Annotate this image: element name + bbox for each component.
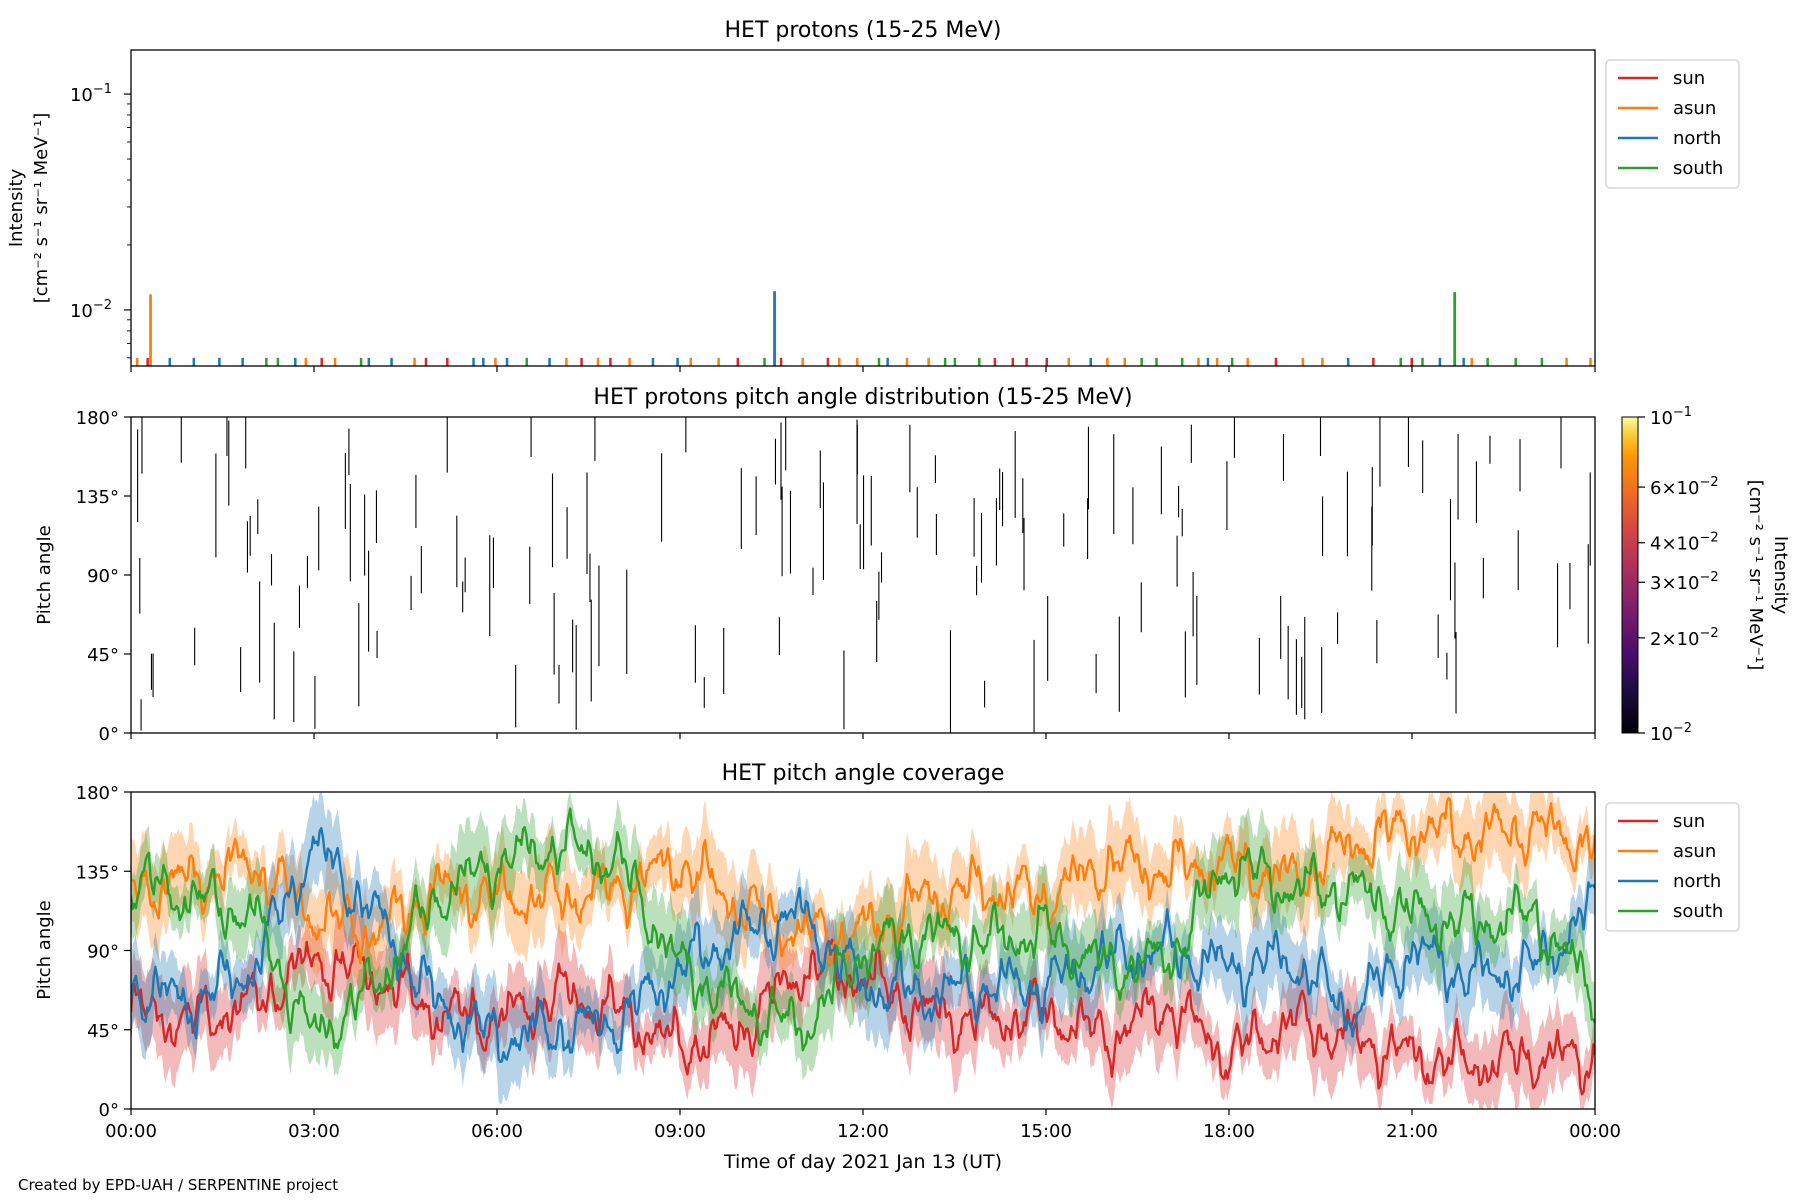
panel1-ylabel: Intensity [cm⁻² s⁻¹ sr⁻¹ MeV⁻¹] bbox=[6, 113, 52, 304]
y-tick-label: 45° bbox=[87, 645, 119, 666]
colorbar-label-line2: [cm⁻² s⁻¹ sr⁻¹ MeV⁻¹] bbox=[1745, 480, 1766, 671]
panel1-frame bbox=[130, 49, 1596, 367]
panel1-x-axis bbox=[130, 366, 1596, 372]
panel3-y-axis: 0° 45° 90° 135° 180° bbox=[76, 783, 131, 1121]
panel3-x-axis: 00:00 03:00 06:00 09:00 12:00 15:00 18:00 21:00… bbox=[105, 1109, 1621, 1142]
colorbar-tick-label: 3×10−2 bbox=[1650, 570, 1719, 594]
coverage-band-sun bbox=[131, 900, 1595, 1109]
x-tick-label: 03:00 bbox=[288, 1121, 340, 1142]
panel3-legend: sun asun north south bbox=[1605, 802, 1740, 932]
panel2-ylabel: Pitch angle bbox=[34, 525, 55, 624]
panel1-y-axis: 10−1 10−2 bbox=[70, 82, 131, 359]
panel-pitch-distribution: HET protons pitch angle distribution (15… bbox=[34, 385, 1791, 745]
colorbar-tick-label: 4×10−2 bbox=[1650, 531, 1719, 555]
y-tick-label: 90° bbox=[87, 566, 119, 587]
x-tick-label: 00:00 bbox=[1569, 1121, 1621, 1142]
panel2-frame bbox=[130, 416, 1596, 734]
y-tick-label: 10−2 bbox=[70, 298, 112, 322]
x-tick-label: 15:00 bbox=[1020, 1121, 1072, 1142]
panel3-legend-box bbox=[1605, 802, 1740, 932]
panel1-title: HET protons (15-25 MeV) bbox=[725, 18, 1002, 43]
colorbar-tick-label: 2×10−2 bbox=[1650, 626, 1719, 650]
colorbar-tick-label: 6×10−2 bbox=[1650, 475, 1719, 499]
legend-label-north: north bbox=[1673, 871, 1721, 892]
panel1-spikes bbox=[135, 291, 1592, 366]
panel2-x-axis bbox=[130, 733, 1596, 739]
legend-label-sun: sun bbox=[1673, 811, 1705, 832]
colorbar-gradient bbox=[1621, 416, 1639, 734]
panel-pitch-coverage: HET pitch angle coverage Pitch angle 0° 4… bbox=[34, 761, 1740, 1142]
colorbar-label-line1: Intensity bbox=[1770, 536, 1791, 615]
legend-label-south: south bbox=[1673, 901, 1723, 922]
coverage-line-asun bbox=[131, 796, 1595, 965]
legend-label-south: south bbox=[1673, 158, 1723, 179]
y-tick-label: 0° bbox=[99, 724, 119, 745]
coverage-line-south bbox=[131, 807, 1595, 1052]
y-tick-label: 135° bbox=[76, 862, 119, 883]
legend-label-asun: asun bbox=[1673, 98, 1716, 119]
x-tick-label: 00:00 bbox=[105, 1121, 157, 1142]
coverage-line-north bbox=[131, 827, 1595, 1064]
panel1-legend: sun asun north south bbox=[1605, 59, 1740, 189]
coverage-band-south bbox=[131, 792, 1595, 1081]
panel1-ylabel-line2: [cm⁻² s⁻¹ sr⁻¹ MeV⁻¹] bbox=[31, 113, 52, 304]
panel3-title: HET pitch angle coverage bbox=[722, 761, 1005, 786]
panel3-lines bbox=[131, 796, 1595, 1096]
coverage-band-asun bbox=[131, 792, 1595, 1004]
panel3-frame bbox=[130, 791, 1596, 1110]
colorbar-ticks: 10−1 6×10−2 4×10−2 3×10−2 2×10−2 10−2 bbox=[1638, 405, 1719, 745]
panel2-heatmap-cells bbox=[137, 417, 1591, 733]
y-tick-label: 135° bbox=[76, 487, 119, 508]
legend-label-sun: sun bbox=[1673, 68, 1705, 89]
panel2-title: HET protons pitch angle distribution (15… bbox=[593, 385, 1132, 410]
y-tick-label: 90° bbox=[87, 942, 119, 963]
panel1-ylabel-line1: Intensity bbox=[6, 168, 27, 247]
panel2-y-axis: 0° 45° 90° 135° 180° bbox=[76, 408, 131, 745]
legend-label-north: north bbox=[1673, 128, 1721, 149]
panel1-legend-box bbox=[1605, 59, 1740, 189]
colorbar-tick-label: 10−2 bbox=[1650, 721, 1692, 745]
panel-intensity: HET protons (15-25 MeV) Intensity [cm⁻² … bbox=[6, 18, 1740, 372]
panel3-ylabel: Pitch angle bbox=[34, 900, 55, 999]
y-tick-label: 0° bbox=[99, 1100, 119, 1121]
x-tick-label: 09:00 bbox=[654, 1121, 706, 1142]
legend-label-asun: asun bbox=[1673, 841, 1716, 862]
y-tick-label: 180° bbox=[76, 408, 119, 429]
y-tick-label: 45° bbox=[87, 1021, 119, 1042]
colorbar-tick-label: 10−1 bbox=[1650, 405, 1692, 429]
credit-text: Created by EPD-UAH / SERPENTINE project bbox=[18, 1176, 338, 1194]
x-tick-label: 06:00 bbox=[471, 1121, 523, 1142]
x-tick-label: 12:00 bbox=[837, 1121, 889, 1142]
x-tick-label: 18:00 bbox=[1203, 1121, 1255, 1142]
x-axis-label: Time of day 2021 Jan 13 (UT) bbox=[723, 1151, 1002, 1173]
colorbar: 10−1 6×10−2 4×10−2 3×10−2 2×10−2 10−2 Intensi… bbox=[1621, 405, 1791, 745]
y-tick-label: 180° bbox=[76, 783, 119, 804]
x-tick-label: 21:00 bbox=[1386, 1121, 1438, 1142]
y-tick-label: 10−1 bbox=[70, 82, 112, 106]
